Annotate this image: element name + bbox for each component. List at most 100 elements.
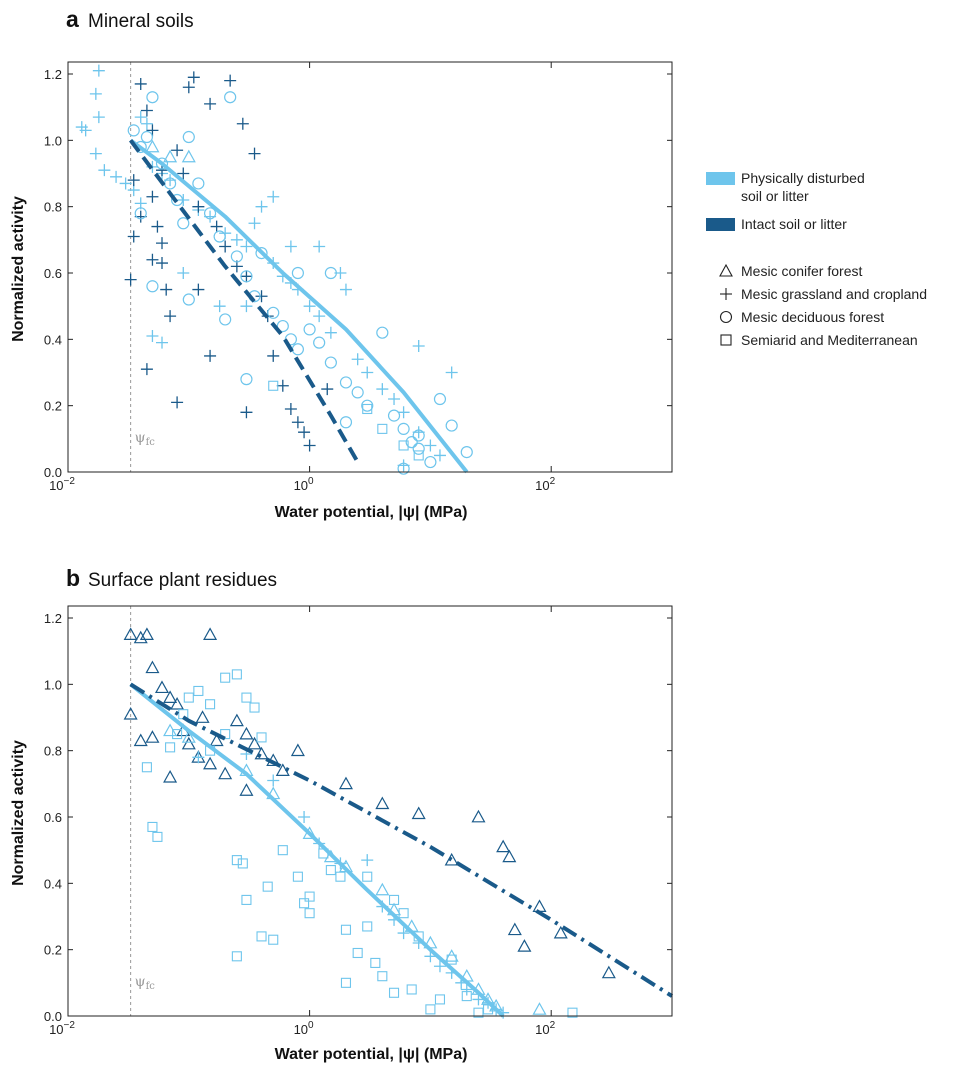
legend-plus-icon — [720, 288, 732, 300]
data-point-square — [231, 669, 242, 680]
data-point-plus — [98, 164, 111, 177]
data-point-circle — [445, 419, 458, 432]
data-point-triangle — [553, 925, 568, 939]
fit-line-disturbed — [129, 682, 505, 1018]
x-tick-label: 10−2 — [49, 1020, 75, 1037]
data-point-triangle — [195, 710, 210, 723]
y-tick-label: 0.2 — [44, 399, 62, 414]
data-point-square — [231, 855, 242, 866]
data-point-square — [398, 908, 409, 919]
data-point-plus — [134, 111, 147, 124]
data-point-plus — [412, 339, 425, 352]
data-point-plus — [361, 366, 374, 379]
data-point-plus — [388, 393, 401, 406]
data-point-triangle — [444, 949, 459, 962]
data-point-plus — [156, 237, 169, 250]
data-point-triangle — [209, 733, 224, 747]
x-tick-label: 10−2 — [49, 476, 75, 493]
data-point-plus — [156, 336, 169, 349]
legend-swatch-disturbed — [706, 172, 735, 185]
data-point-plus — [303, 300, 316, 313]
data-point-plus — [276, 379, 289, 392]
data-point-square — [205, 699, 216, 710]
data-point-plus — [219, 240, 232, 253]
panel-a-plot-area: ψfc 0.0 0.2 0.4 0.6 0.8 1.0 1.2 10−2 100 102 — [44, 61, 673, 493]
data-point-triangle — [496, 839, 511, 853]
legend-swatch-intact — [706, 218, 735, 231]
data-point-plus — [433, 960, 446, 973]
data-point-circle — [219, 313, 232, 326]
data-point-square — [425, 1004, 436, 1015]
data-point-plus — [298, 426, 311, 439]
data-point-square — [183, 692, 194, 703]
data-point-plus — [339, 283, 352, 296]
y-tick-label: 0.8 — [44, 744, 62, 759]
data-point-circle — [351, 386, 364, 399]
data-point-plus — [230, 233, 243, 246]
data-point-square — [262, 881, 273, 892]
data-point-triangle — [203, 756, 218, 770]
y-tick-label: 0.6 — [44, 810, 62, 825]
data-point-square — [292, 871, 303, 882]
y-tick-label: 0.4 — [44, 876, 62, 891]
data-point-circle — [146, 91, 159, 104]
y-tick-label: 0.4 — [44, 332, 62, 347]
data-point-square — [304, 908, 315, 919]
data-point-circle — [324, 356, 337, 369]
data-point-square — [141, 762, 152, 773]
y-tick-label: 1.2 — [44, 67, 62, 82]
data-point-plus — [187, 71, 200, 84]
data-point-triangle — [181, 736, 196, 750]
data-point-square — [461, 991, 472, 1002]
data-point-plus — [284, 402, 297, 415]
data-point-triangle — [601, 965, 616, 979]
data-point-plus — [351, 353, 364, 366]
data-point-triangle — [145, 660, 160, 674]
legend-triangle-icon — [719, 263, 733, 277]
data-point-triangle — [507, 922, 522, 936]
y-tick-label: 0.8 — [44, 200, 62, 215]
data-point-plus — [204, 349, 217, 362]
y-tick-label: 1.0 — [44, 133, 62, 148]
data-point-triangle — [375, 882, 390, 896]
data-point-plus — [192, 200, 205, 213]
data-point-circle — [291, 343, 304, 356]
data-point-square — [299, 898, 310, 909]
data-point-triangle — [145, 730, 160, 743]
data-point-plus — [240, 300, 253, 313]
data-point-square — [362, 871, 373, 882]
data-point-triangle — [532, 899, 547, 912]
data-point-plus — [224, 74, 237, 87]
data-point-circle — [276, 319, 289, 333]
data-point-plus — [267, 774, 280, 787]
data-point-plus — [397, 406, 410, 419]
data-point-square — [325, 865, 336, 876]
panel-a-y-axis-label: Normalized activity — [10, 196, 27, 342]
data-point-square — [340, 924, 352, 935]
data-point-triangle — [163, 723, 178, 737]
data-point-triangle — [338, 776, 353, 790]
data-point-plus — [240, 240, 253, 253]
data-point-circle — [127, 124, 140, 137]
data-point-plus — [119, 177, 132, 190]
data-point-square — [388, 987, 400, 998]
panel-b-title: Surface plant residues — [88, 570, 277, 591]
data-point-plus — [192, 283, 205, 296]
panel-b-y-axis-label: Normalized activity — [10, 740, 27, 886]
data-point-plus — [177, 267, 190, 279]
data-point-circle — [255, 247, 268, 260]
data-point-plus — [127, 230, 140, 243]
data-point-plus — [445, 366, 458, 379]
data-point-plus — [110, 170, 123, 183]
data-point-plus — [324, 326, 337, 339]
data-point-plus — [177, 167, 190, 180]
y-tick-label: 0.2 — [44, 943, 62, 958]
data-point-circle — [397, 462, 410, 475]
data-point-circle — [324, 266, 337, 280]
data-point-circle — [177, 217, 190, 230]
data-point-plus — [255, 290, 268, 303]
data-point-triangle — [218, 766, 233, 780]
data-point-square — [388, 894, 400, 905]
data-point-plus — [164, 310, 177, 323]
